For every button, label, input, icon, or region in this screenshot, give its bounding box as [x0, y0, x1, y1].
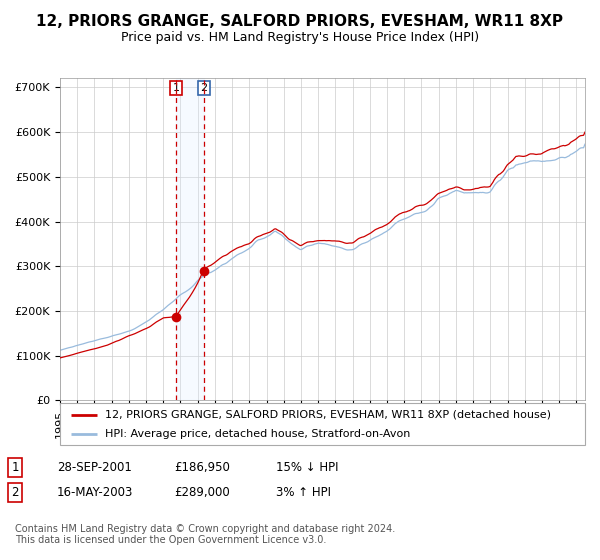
Text: 12, PRIORS GRANGE, SALFORD PRIORS, EVESHAM, WR11 8XP (detached house): 12, PRIORS GRANGE, SALFORD PRIORS, EVESH…	[104, 409, 551, 419]
Text: Price paid vs. HM Land Registry's House Price Index (HPI): Price paid vs. HM Land Registry's House …	[121, 31, 479, 44]
Text: 1: 1	[173, 83, 179, 93]
Text: 1: 1	[11, 461, 19, 474]
Text: 16-MAY-2003: 16-MAY-2003	[57, 486, 133, 500]
Text: 3% ↑ HPI: 3% ↑ HPI	[276, 486, 331, 500]
Text: 12, PRIORS GRANGE, SALFORD PRIORS, EVESHAM, WR11 8XP: 12, PRIORS GRANGE, SALFORD PRIORS, EVESH…	[37, 14, 563, 29]
Text: 15% ↓ HPI: 15% ↓ HPI	[276, 461, 338, 474]
Text: £186,950: £186,950	[174, 461, 230, 474]
Text: £289,000: £289,000	[174, 486, 230, 500]
Text: 2: 2	[11, 486, 19, 500]
Text: HPI: Average price, detached house, Stratford-on-Avon: HPI: Average price, detached house, Stra…	[104, 429, 410, 439]
FancyBboxPatch shape	[60, 403, 585, 445]
Bar	[176, 78, 204, 400]
Text: 2: 2	[200, 83, 208, 93]
Text: Contains HM Land Registry data © Crown copyright and database right 2024.
This d: Contains HM Land Registry data © Crown c…	[15, 524, 395, 545]
Text: 28-SEP-2001: 28-SEP-2001	[57, 461, 132, 474]
